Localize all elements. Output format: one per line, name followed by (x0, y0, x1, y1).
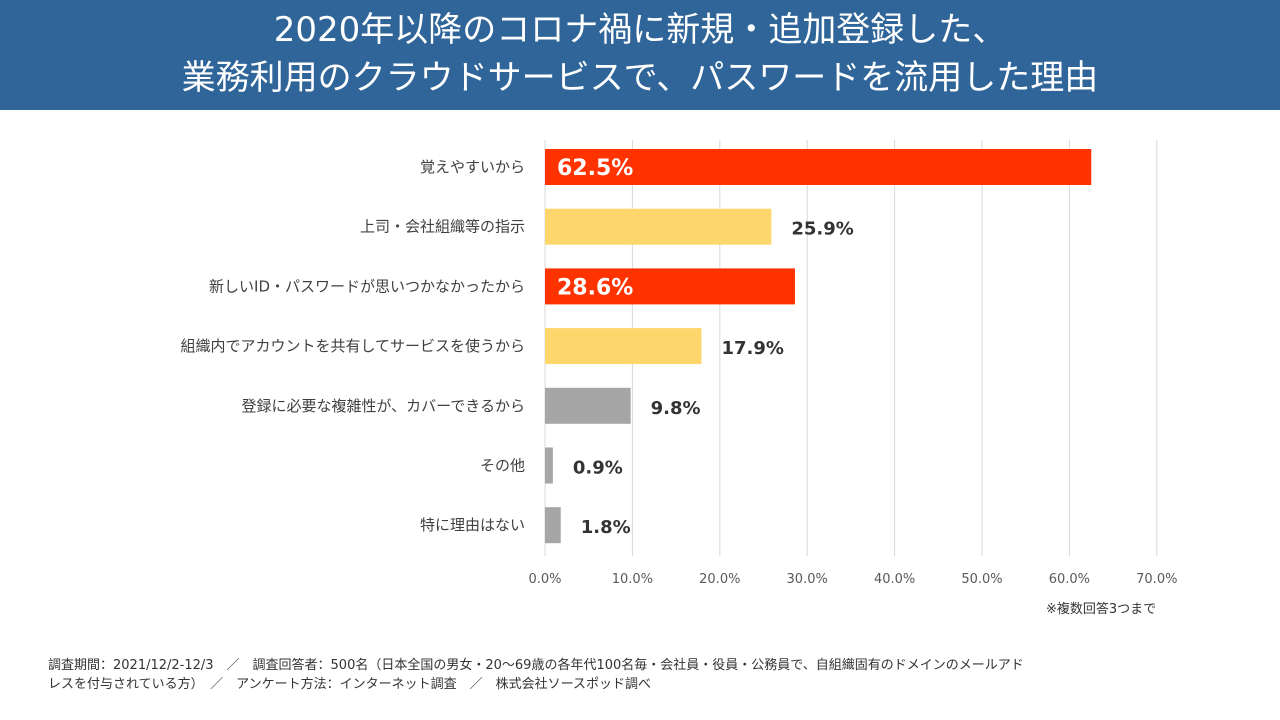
title-banner: 2020年以降のコロナ禍に新規・追加登録した、 業務利用のクラウドサービスで、パ… (0, 0, 1280, 110)
x-tick-label: 20.0% (699, 572, 740, 587)
bar (545, 447, 553, 484)
bar (545, 149, 1092, 185)
value-label: 28.6% (557, 275, 633, 300)
bar-chart: 0.0% 10.0% 20.0% 30.0% 40.0% 50.0% 60.0% 70.0% 覚… (180, 140, 1177, 587)
footnote-line-2: レスを付与されている方） ／ アンケート方法：インターネット調査 ／ 株式会社ソ… (48, 677, 651, 692)
bar (545, 507, 561, 544)
bar (545, 328, 702, 365)
value-label: 9.8% (651, 398, 701, 419)
value-label: 17.9% (721, 338, 783, 359)
bar (545, 387, 631, 424)
value-label: 25.9% (791, 219, 853, 240)
value-label: 0.9% (573, 458, 623, 479)
category-label: 覚えやすいから (420, 158, 525, 176)
x-tick-label: 60.0% (1049, 572, 1090, 587)
bar (545, 208, 772, 245)
category-label: 特に理由はない (420, 516, 525, 534)
value-label: 62.5% (557, 156, 633, 181)
bar (545, 268, 795, 305)
x-tick-label: 50.0% (961, 572, 1002, 587)
chart-title-line-1: 2020年以降のコロナ禍に新規・追加登録した、 (273, 10, 1007, 50)
category-label: 登録に必要な複雑性が、カバーできるから (241, 397, 525, 415)
category-label: その他 (480, 457, 525, 475)
x-tick-label: 10.0% (612, 572, 653, 587)
x-tick-label: 70.0% (1136, 572, 1177, 587)
category-label: 組織内でアカウントを共有してサービスを使うから (180, 337, 525, 355)
chart-note: ※複数回答3つまで (1046, 602, 1157, 617)
value-label: 1.8% (581, 517, 631, 538)
category-label: 新しいID・パスワードが思いつかなかったから (209, 277, 525, 295)
x-tick-label: 0.0% (528, 572, 561, 587)
x-tick-label: 40.0% (874, 572, 915, 587)
x-tick-label: 30.0% (787, 572, 828, 587)
chart-title-line-2: 業務利用のクラウドサービスで、パスワードを流用した理由 (181, 58, 1099, 98)
footnote-line-1: 調査期間：2021/12/2-12/3 ／ 調査回答者：500名（日本全国の男女… (48, 658, 1024, 673)
category-label: 上司・会社組織等の指示 (360, 218, 525, 236)
